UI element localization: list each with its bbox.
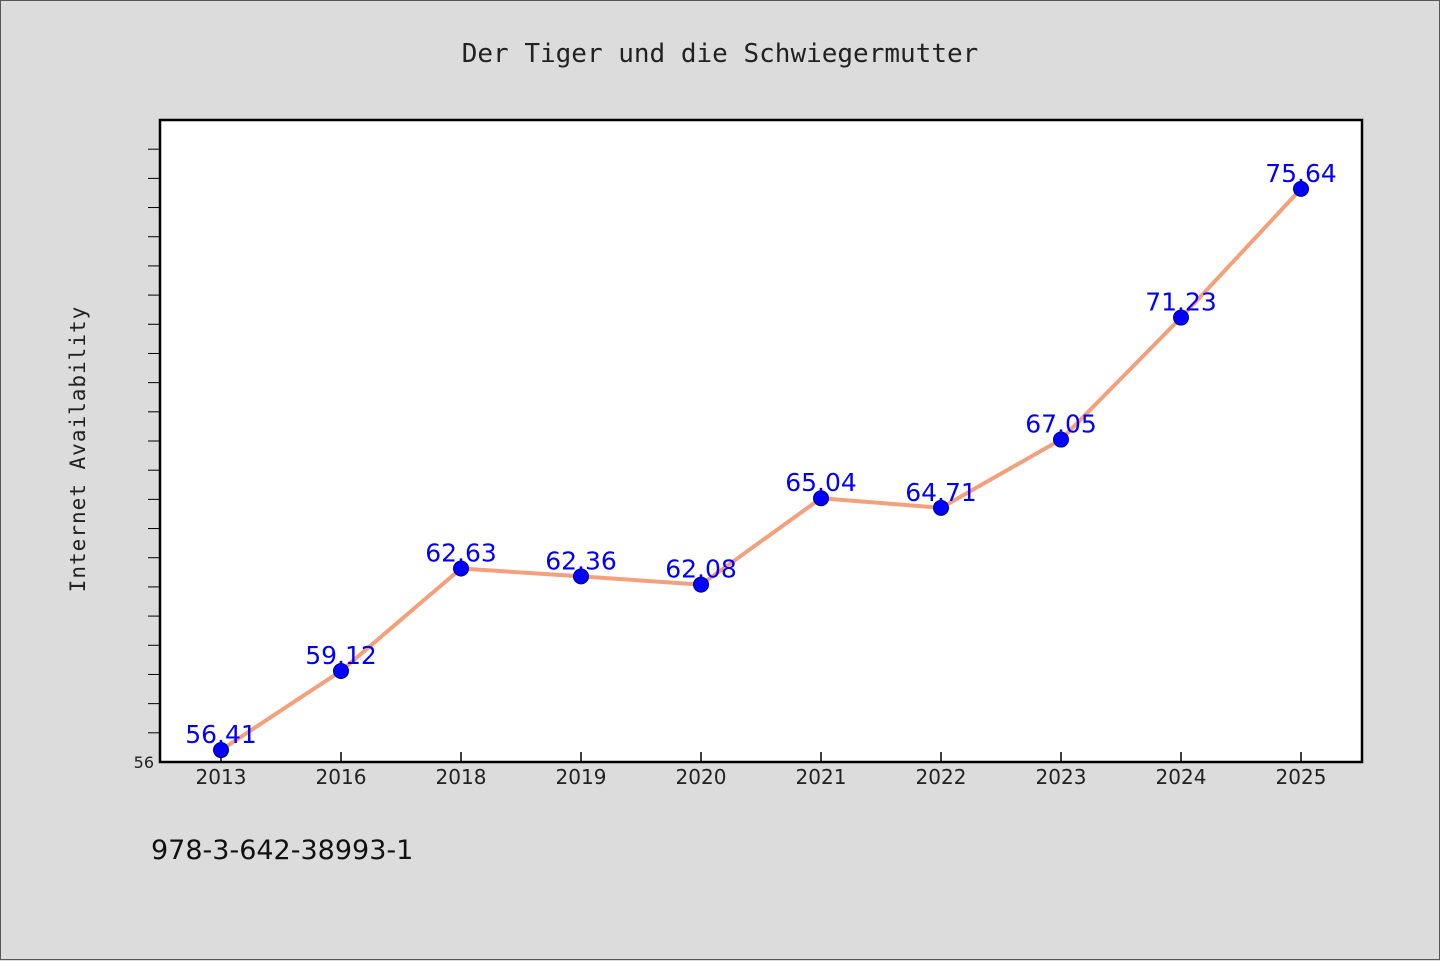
x-tick-label: 2021 [796, 765, 847, 789]
data-point-marker [1173, 309, 1189, 326]
x-tick-label: 2022 [916, 765, 967, 789]
data-label: 56.41 [185, 720, 257, 749]
data-point-marker [213, 742, 229, 759]
data-label: 59.12 [305, 641, 377, 670]
y-axis-ticks: 56 [134, 148, 159, 772]
data-label: 64.71 [905, 478, 977, 507]
data-label: 62.08 [665, 555, 737, 584]
data-labels-layer: 56.41 59.12 62.63 62.36 62.08 65.04 64.71 67.05… [185, 159, 1337, 749]
data-point-marker [1053, 431, 1069, 448]
x-tick-label: 2013 [196, 765, 247, 789]
x-tick-label: 2023 [1036, 765, 1087, 789]
series-line [219, 186, 1303, 753]
data-label: 67.05 [1025, 410, 1097, 439]
data-label: 65.04 [785, 468, 857, 497]
data-point-marker [933, 499, 949, 516]
x-axis-ticks: 2013 2016 2018 2019 2020 2021 2022 2023 2024 2025 [196, 752, 1327, 789]
x-tick-label: 2019 [556, 765, 607, 789]
data-point-marker [1293, 180, 1309, 197]
data-label: 71.23 [1145, 288, 1217, 317]
data-label: 62.63 [425, 539, 497, 568]
data-point-marker [333, 662, 349, 679]
data-point-marker [453, 560, 469, 577]
x-tick-label: 2016 [316, 765, 367, 789]
x-tick-label: 2025 [1276, 765, 1327, 789]
data-label: 62.36 [545, 546, 617, 575]
chart-title: Der Tiger und die Schwiegermutter [462, 39, 979, 69]
x-tick-label: 2024 [1156, 765, 1207, 789]
series-layer [213, 180, 1309, 759]
data-point-marker [813, 490, 829, 507]
data-point-marker [573, 568, 589, 585]
y-tick-label: 56 [134, 753, 154, 772]
y-axis-label: Internet Availability [66, 306, 90, 593]
footer-isbn-text: 978-3-642-38993-1 [151, 835, 414, 866]
data-label: 75.64 [1265, 159, 1337, 188]
x-tick-label: 2020 [676, 765, 727, 789]
x-tick-label: 2018 [436, 765, 487, 789]
data-point-marker [693, 576, 709, 593]
